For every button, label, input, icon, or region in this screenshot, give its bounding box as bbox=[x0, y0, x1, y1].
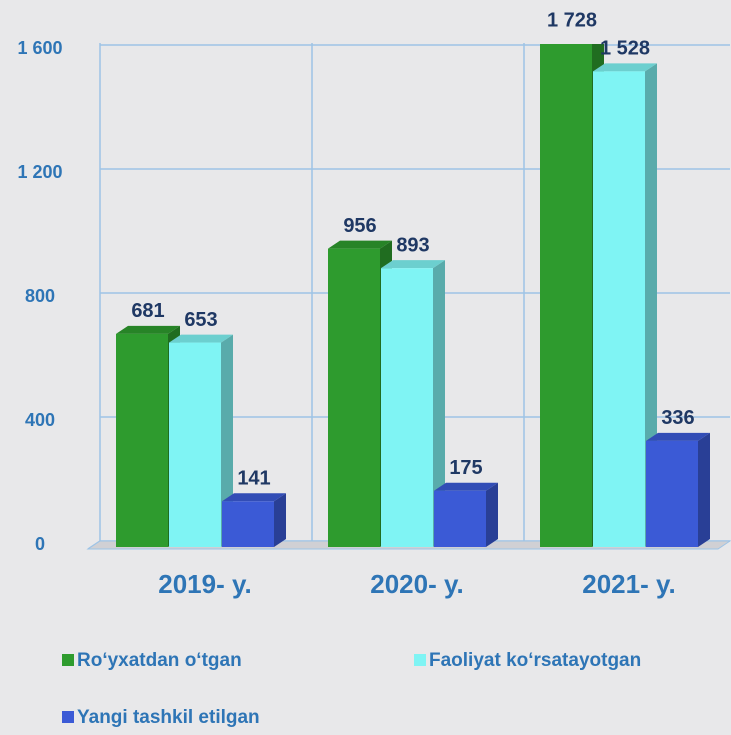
bar-side bbox=[433, 260, 445, 547]
bar-top bbox=[540, 1, 604, 9]
legend-label: Ro‘yxatdan o‘tgan bbox=[77, 650, 242, 671]
bar-side bbox=[221, 334, 233, 547]
bar-top bbox=[116, 325, 180, 334]
bar-side bbox=[645, 63, 657, 547]
y-tick-label: 1 200 bbox=[17, 162, 62, 182]
y-tick-label: 400 bbox=[25, 410, 55, 430]
data-label: 336 bbox=[661, 407, 694, 429]
bar-side bbox=[698, 432, 710, 547]
bar-top bbox=[646, 432, 710, 441]
bar-side bbox=[486, 482, 498, 547]
x-tick-label: 2020- y. bbox=[370, 569, 463, 599]
data-label: 175 bbox=[449, 457, 482, 479]
data-label: 1 728 bbox=[547, 9, 597, 31]
bar bbox=[434, 490, 486, 547]
bar bbox=[116, 333, 168, 547]
data-label: 141 bbox=[237, 468, 270, 490]
legend-swatch bbox=[62, 711, 74, 723]
legend-label: Yangi tashkil etilgan bbox=[77, 707, 260, 728]
y-tick-label: 0 bbox=[35, 534, 45, 554]
legend-label: Faoliyat ko‘rsatayotgan bbox=[429, 650, 641, 671]
data-label: 653 bbox=[184, 309, 217, 331]
bar bbox=[646, 440, 698, 547]
bar-top bbox=[169, 334, 233, 343]
bar bbox=[169, 342, 221, 547]
x-tick-label: 2021- y. bbox=[582, 569, 675, 599]
bar bbox=[381, 268, 433, 547]
bar-top bbox=[381, 260, 445, 269]
legend-swatch bbox=[62, 654, 74, 666]
labels: 0 400 800 1 200 1 600 2019- y. 681 653 141 2020- … bbox=[17, 9, 694, 728]
data-label: 893 bbox=[396, 234, 429, 256]
legend-swatch bbox=[414, 654, 426, 666]
bar bbox=[593, 71, 645, 547]
y-tick-label: 800 bbox=[25, 286, 55, 306]
data-label: 956 bbox=[343, 215, 376, 237]
bar-top bbox=[434, 482, 498, 491]
bar-side bbox=[274, 493, 286, 547]
data-label: 681 bbox=[131, 300, 164, 322]
bar bbox=[540, 44, 592, 547]
data-label: 1 528 bbox=[600, 38, 650, 60]
y-tick-label: 1 600 bbox=[17, 38, 62, 58]
bar bbox=[222, 501, 274, 547]
bar-top bbox=[328, 240, 392, 249]
bars bbox=[116, 1, 710, 547]
x-tick-label: 2019- y. bbox=[158, 569, 251, 599]
bar-top bbox=[593, 63, 657, 72]
bar bbox=[328, 248, 380, 547]
bar-top bbox=[222, 493, 286, 502]
